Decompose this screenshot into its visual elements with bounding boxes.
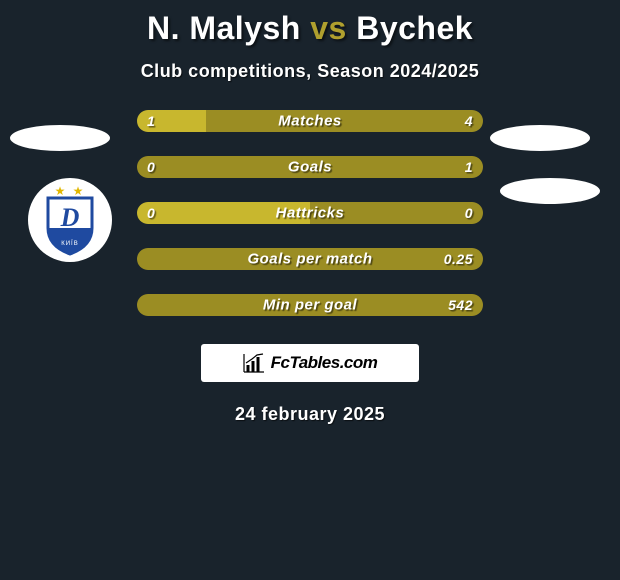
row-value-right: 4 — [465, 113, 473, 129]
row-value-right: 1 — [465, 159, 473, 175]
row-label: Matches — [137, 113, 483, 130]
row-label: Min per goal — [137, 297, 483, 314]
player-a-name: N. Malysh — [147, 10, 301, 46]
fctables-badge: FcTables.com — [201, 344, 419, 382]
comparison-chart: Matches14Goals01Hattricks00Goals per mat… — [137, 110, 483, 316]
svg-text:D: D — [60, 203, 80, 232]
row-label: Goals — [137, 159, 483, 176]
vs-label: vs — [310, 10, 347, 46]
comparison-row: Goals0 1 — [137, 156, 483, 178]
shield-icon: D КИЇВ — [44, 196, 96, 256]
page-title: N. Malysh vs Bychek — [0, 0, 620, 47]
row-value-left: 1 — [147, 113, 155, 129]
date-label: 24 february 2025 — [0, 404, 620, 425]
player-b-name: Bychek — [356, 10, 473, 46]
club-logo-placeholder — [500, 178, 600, 204]
subtitle: Club competitions, Season 2024/2025 — [0, 61, 620, 82]
row-label: Hattricks — [137, 205, 483, 222]
row-value-right: 0.25 — [444, 251, 473, 267]
row-label: Goals per match — [137, 251, 483, 268]
club-logo-placeholder — [490, 125, 590, 151]
comparison-row: Min per goal542 — [137, 294, 483, 316]
dynamo-kyiv-logo: ★ ★ D КИЇВ — [28, 178, 112, 262]
row-value-right: 542 — [448, 297, 473, 313]
comparison-row: Goals per match0.25 — [137, 248, 483, 270]
bar-chart-icon — [243, 353, 265, 373]
comparison-row: Matches1 4 — [137, 110, 483, 132]
row-value-right: 0 — [465, 205, 473, 221]
svg-text:КИЇВ: КИЇВ — [61, 240, 78, 247]
row-value-left: 0 — [147, 205, 155, 221]
badge-text: FcTables.com — [271, 353, 378, 373]
comparison-row: Hattricks0 0 — [137, 202, 483, 224]
club-logo-placeholder — [10, 125, 110, 151]
row-value-left: 0 — [147, 159, 155, 175]
